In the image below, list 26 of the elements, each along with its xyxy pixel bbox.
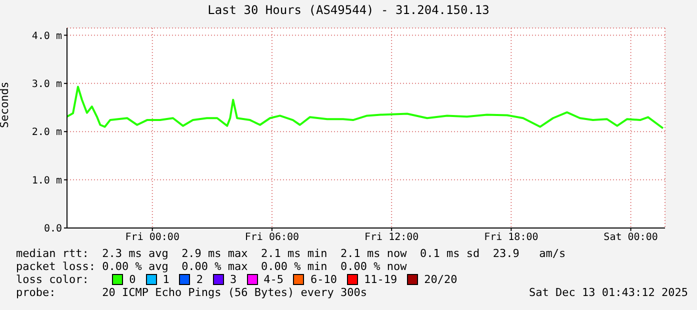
legend-label: 11-19 bbox=[364, 273, 398, 286]
y-axis-title: Seconds bbox=[0, 82, 11, 128]
y-tick-label: 4.0 m bbox=[32, 30, 62, 42]
legend-title: loss color: bbox=[16, 273, 90, 286]
y-tick-label: 0.0 bbox=[44, 224, 62, 235]
legend-label: 20/20 bbox=[424, 273, 458, 286]
y-tick-label: 3.0 m bbox=[32, 78, 62, 90]
legend-label: 3 bbox=[230, 273, 237, 286]
text: Sat Dec 13 01:43:12 2025 bbox=[529, 286, 688, 299]
y-tick-label: 1.0 m bbox=[32, 175, 62, 186]
text: median rtt: 2.3 ms avg 2.9 ms max 2.1 ms min 2.1 ms now 0.1 ms sd 23.9 am/s bbox=[16, 247, 567, 260]
legend-label: 0 bbox=[129, 273, 136, 286]
x-tick-label: Fri 18:00 bbox=[484, 232, 538, 244]
legend-label: 1 bbox=[162, 273, 170, 286]
y-tick-label: 2.0 m bbox=[32, 127, 62, 138]
x-tick-label: Fri 12:00 bbox=[364, 232, 419, 244]
line-series bbox=[67, 86, 664, 130]
legend-label: 4-5 bbox=[264, 273, 284, 286]
x-tick-label: Fri 00:00 bbox=[125, 232, 180, 244]
x-tick-label: Sat 00:00 bbox=[604, 232, 658, 244]
legend-label: 6-10 bbox=[310, 273, 337, 286]
x-tick-label: Fri 06:00 bbox=[244, 232, 300, 244]
legend-label: 2 bbox=[196, 273, 203, 286]
text: packet loss: 0.00 % avg 0.00 % max 0.00 % min 0.00 % now bbox=[16, 260, 408, 273]
chart-title: Last 30 Hours (AS49544) - 31.204.150.13 bbox=[206, 3, 490, 17]
text: probe: 20 ICMP Echo Pings (56 Bytes) every 300s bbox=[16, 286, 367, 299]
